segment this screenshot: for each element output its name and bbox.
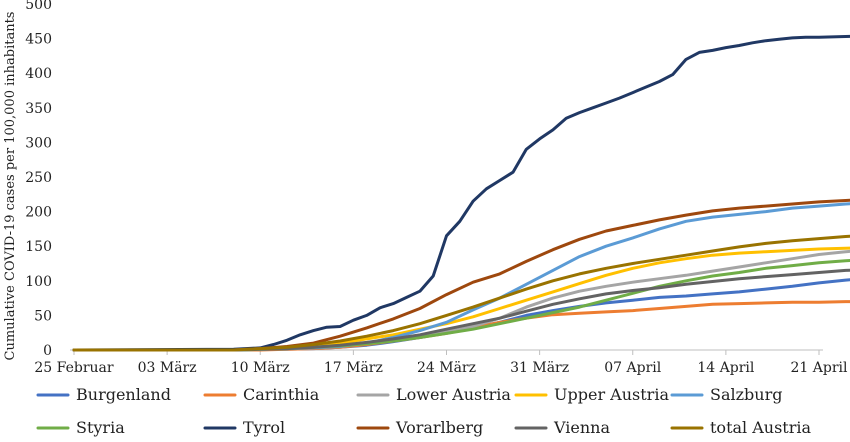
x-axis-ticks: 25 Februar 03 März 10 März 17 März 24 März 31… (34, 350, 848, 376)
y-tick-label: 50 (34, 308, 52, 324)
legend-label-upper-austria: Upper Austria (554, 385, 669, 404)
y-axis-label: Cumulative COVID-19 cases per 100,000 in… (3, 12, 18, 361)
y-tick-label: 250 (25, 170, 52, 186)
y-tick-label: 350 (25, 101, 52, 117)
series-lines (72, 34, 850, 352)
legend-label-styria: Styria (76, 418, 125, 437)
x-tick-label: 21 April (791, 360, 849, 376)
legend-label-lower-austria: Lower Austria (396, 385, 511, 404)
y-tick-label: 400 (25, 66, 52, 82)
y-axis-ticks: 0 50 100 150 200 250 300 350 400 450 500 (25, 0, 52, 359)
legend: Burgenland Carinthia Lower Austria Upper Au… (36, 385, 812, 437)
x-tick-label: 14 April (697, 360, 755, 376)
y-tick-label: 0 (43, 343, 52, 359)
legend-label-burgenland: Burgenland (76, 385, 171, 404)
legend-label-tyrol: Tyrol (243, 418, 285, 437)
x-tick-label: 24 März (417, 360, 476, 376)
x-tick-label: 03 März (138, 360, 197, 376)
series-line-upper-austria (72, 246, 850, 352)
series-line-lower-austria (72, 249, 850, 352)
y-tick-label: 500 (25, 0, 52, 13)
legend-label-salzburg: Salzburg (710, 385, 782, 404)
x-tick-label: 31 März (510, 360, 569, 376)
x-tick-label: 25 Februar (34, 360, 114, 376)
legend-label-total-austria: total Austria (710, 418, 812, 437)
series-line-vorarlberg (72, 198, 850, 352)
series-line-vienna (72, 268, 850, 352)
y-tick-label: 450 (25, 32, 52, 48)
y-tick-label: 150 (25, 239, 52, 255)
series-line-tyrol (72, 34, 850, 352)
x-tick-label: 10 März (231, 360, 290, 376)
y-tick-label: 100 (25, 274, 52, 290)
y-tick-label: 300 (25, 135, 52, 151)
legend-label-vorarlberg: Vorarlberg (395, 418, 483, 437)
x-tick-label: 07 April (604, 360, 662, 376)
legend-label-carinthia: Carinthia (243, 385, 320, 404)
legend-label-vienna: Vienna (553, 418, 610, 437)
y-tick-label: 200 (25, 205, 52, 221)
x-tick-label: 17 März (324, 360, 383, 376)
series-line-total-austria (72, 234, 850, 352)
